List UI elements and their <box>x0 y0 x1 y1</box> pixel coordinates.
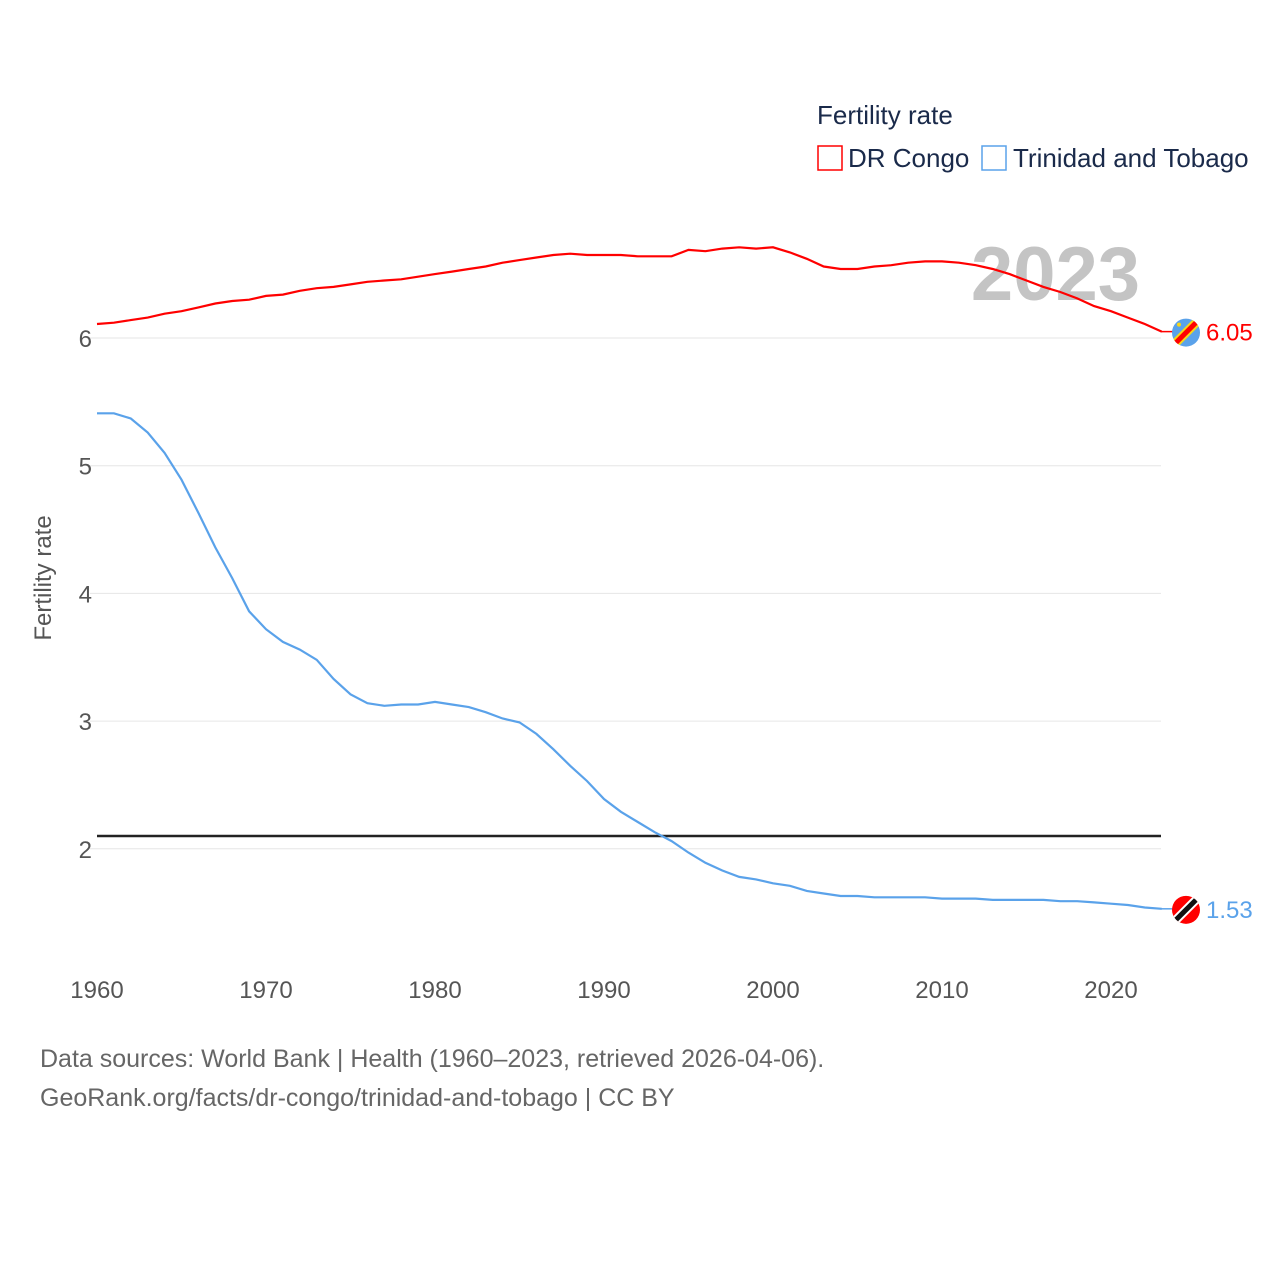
x-tick-label: 1980 <box>408 977 461 1004</box>
y-tick-label: 4 <box>79 581 92 608</box>
x-tick-label: 1970 <box>239 977 292 1004</box>
dr-congo-flag-icon <box>1172 318 1200 347</box>
legend-swatch-dr-congo <box>817 145 843 171</box>
y-tick-label: 5 <box>79 454 92 481</box>
source-url[interactable]: GeoRank.org/facts/dr-congo/trinidad-and-… <box>40 1084 675 1112</box>
series-line-trinidad-and-tobago <box>97 412 1162 910</box>
x-tick-label: 1990 <box>577 977 630 1004</box>
series-line-dr-congo <box>96 246 1163 333</box>
y-tick-label: 3 <box>79 709 92 736</box>
legend-swatch-trinidad <box>981 145 1007 171</box>
legend-label-trinidad: Trinidad and Tobago <box>1013 143 1249 173</box>
data-sources-note: Data sources: World Bank | Health (1960–… <box>40 1045 825 1073</box>
end-value-label: 1.53 <box>1206 897 1253 924</box>
y-tick-label: 2 <box>79 837 92 864</box>
x-tick-label: 2020 <box>1084 977 1137 1004</box>
end-value-label: 6.05 <box>1206 320 1253 347</box>
legend-title: Fertility rate <box>817 100 953 130</box>
y-axis-label: Fertility rate <box>30 515 57 640</box>
legend-label-dr-congo: DR Congo <box>848 143 969 173</box>
trinidad-flag-icon <box>1172 895 1200 924</box>
x-tick-label: 2000 <box>746 977 799 1004</box>
year-label: 2023 <box>971 232 1140 317</box>
y-tick-label: 6 <box>79 326 92 353</box>
x-tick-label: 1960 <box>70 977 123 1004</box>
x-tick-label: 2010 <box>915 977 968 1004</box>
